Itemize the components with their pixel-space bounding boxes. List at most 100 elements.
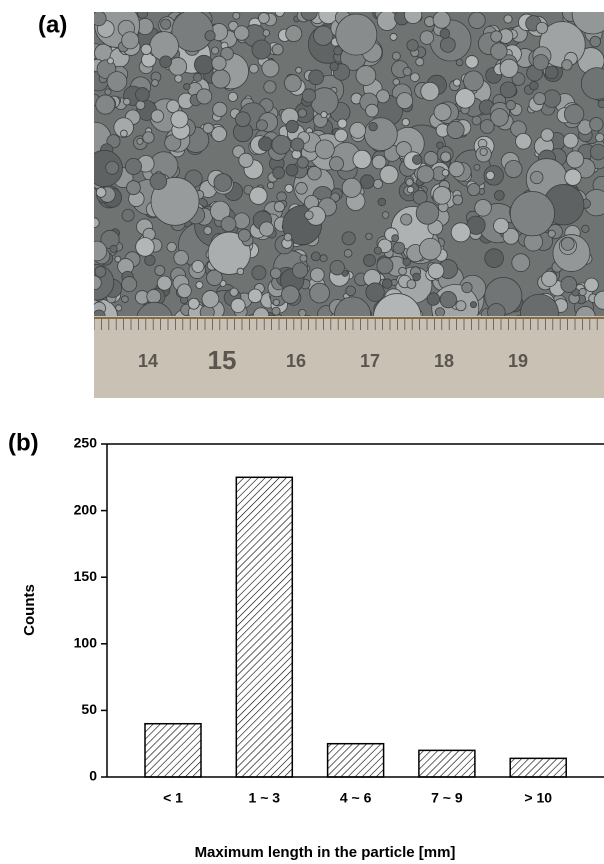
pebble: [373, 246, 382, 255]
pebble: [272, 166, 285, 180]
pebble: [493, 217, 510, 234]
y-tick-label: 0: [89, 768, 97, 784]
pebble: [261, 59, 280, 78]
pebble: [589, 35, 602, 48]
pebble: [505, 100, 516, 111]
pebble: [560, 236, 575, 251]
pebble: [334, 128, 348, 143]
pebble: [262, 29, 271, 37]
pebble: [171, 12, 214, 52]
pebble: [432, 186, 452, 205]
pebble: [345, 285, 356, 297]
pebble: [415, 201, 440, 225]
pebble: [247, 288, 263, 304]
pebble: [335, 13, 378, 56]
pebble: [406, 279, 417, 290]
pebble: [452, 194, 464, 206]
pebble: [377, 197, 387, 207]
pebble: [95, 187, 107, 198]
pebble: [271, 134, 292, 155]
pebble: [439, 291, 457, 309]
pebble: [285, 119, 299, 134]
pebble: [307, 165, 322, 181]
pebble: [271, 43, 284, 56]
pebble: [473, 163, 481, 171]
pebble: [314, 139, 335, 160]
pebble: [144, 254, 156, 266]
panel-label: (a): [38, 11, 67, 38]
pebble: [365, 103, 379, 118]
pebble: [125, 157, 142, 175]
pebble: [490, 108, 509, 127]
pebble: [595, 132, 604, 143]
pebble: [211, 69, 231, 89]
pebble: [439, 28, 451, 39]
pebble: [561, 59, 573, 71]
pebble: [439, 36, 456, 53]
pebble: [236, 267, 245, 276]
pebble: [371, 154, 387, 170]
pebble: [329, 156, 345, 172]
pebble: [547, 229, 556, 238]
pebble: [281, 285, 300, 304]
pebble: [313, 25, 334, 46]
ruler-label: 17: [360, 351, 380, 371]
pebble: [195, 281, 204, 289]
x-axis-title: Maximum length in the particle [mm]: [195, 844, 456, 861]
ruler-ticks: 14 15 16 17 18 19: [94, 317, 604, 375]
pebble: [320, 111, 328, 119]
pebble: [343, 249, 353, 258]
pebble: [381, 278, 393, 289]
pebble: [426, 292, 441, 306]
pebble: [154, 265, 166, 276]
pebble: [376, 12, 398, 31]
pebble: [564, 168, 582, 186]
pebble: [319, 254, 328, 263]
pebble: [295, 66, 303, 74]
pebble: [267, 181, 275, 189]
pebble: [471, 115, 482, 126]
pebble: [230, 298, 246, 313]
x-tick-label: < 1: [163, 790, 183, 806]
pebble: [402, 67, 412, 77]
pebble: [301, 88, 317, 103]
pebble: [310, 251, 321, 262]
pebble: [365, 282, 385, 302]
pebble: [415, 57, 425, 67]
pebble: [105, 160, 120, 175]
pebble: [211, 126, 227, 142]
pebble: [258, 12, 270, 24]
pebble: [115, 304, 123, 312]
pebble: [290, 137, 305, 152]
pebble: [419, 237, 442, 261]
pebble: [402, 257, 411, 267]
pebble: [271, 306, 281, 316]
y-tick-label: 100: [74, 635, 98, 651]
pebble: [123, 97, 131, 106]
pebble: [291, 262, 309, 279]
pebble: [448, 161, 465, 178]
pebble: [365, 232, 373, 241]
pebble: [94, 275, 102, 291]
pebble: [391, 234, 400, 243]
pebble: [297, 108, 307, 118]
pebble: [119, 129, 128, 138]
pebble: [160, 18, 172, 30]
pebble: [352, 149, 372, 169]
pebble: [372, 178, 383, 190]
x-tick-label: 7 ~ 9: [431, 790, 463, 806]
pebble: [107, 57, 114, 65]
pebble: [479, 119, 495, 134]
pebble: [295, 182, 308, 195]
pebble: [392, 241, 406, 255]
pebble: [135, 87, 150, 102]
pebble: [440, 151, 452, 163]
pebble: [581, 224, 590, 233]
pebble: [272, 298, 280, 307]
pebble: [113, 117, 134, 138]
pebble: [137, 12, 149, 19]
pebble: [490, 42, 508, 60]
pebble: [251, 265, 267, 281]
pebble: [589, 143, 604, 161]
pebble: [212, 101, 228, 117]
